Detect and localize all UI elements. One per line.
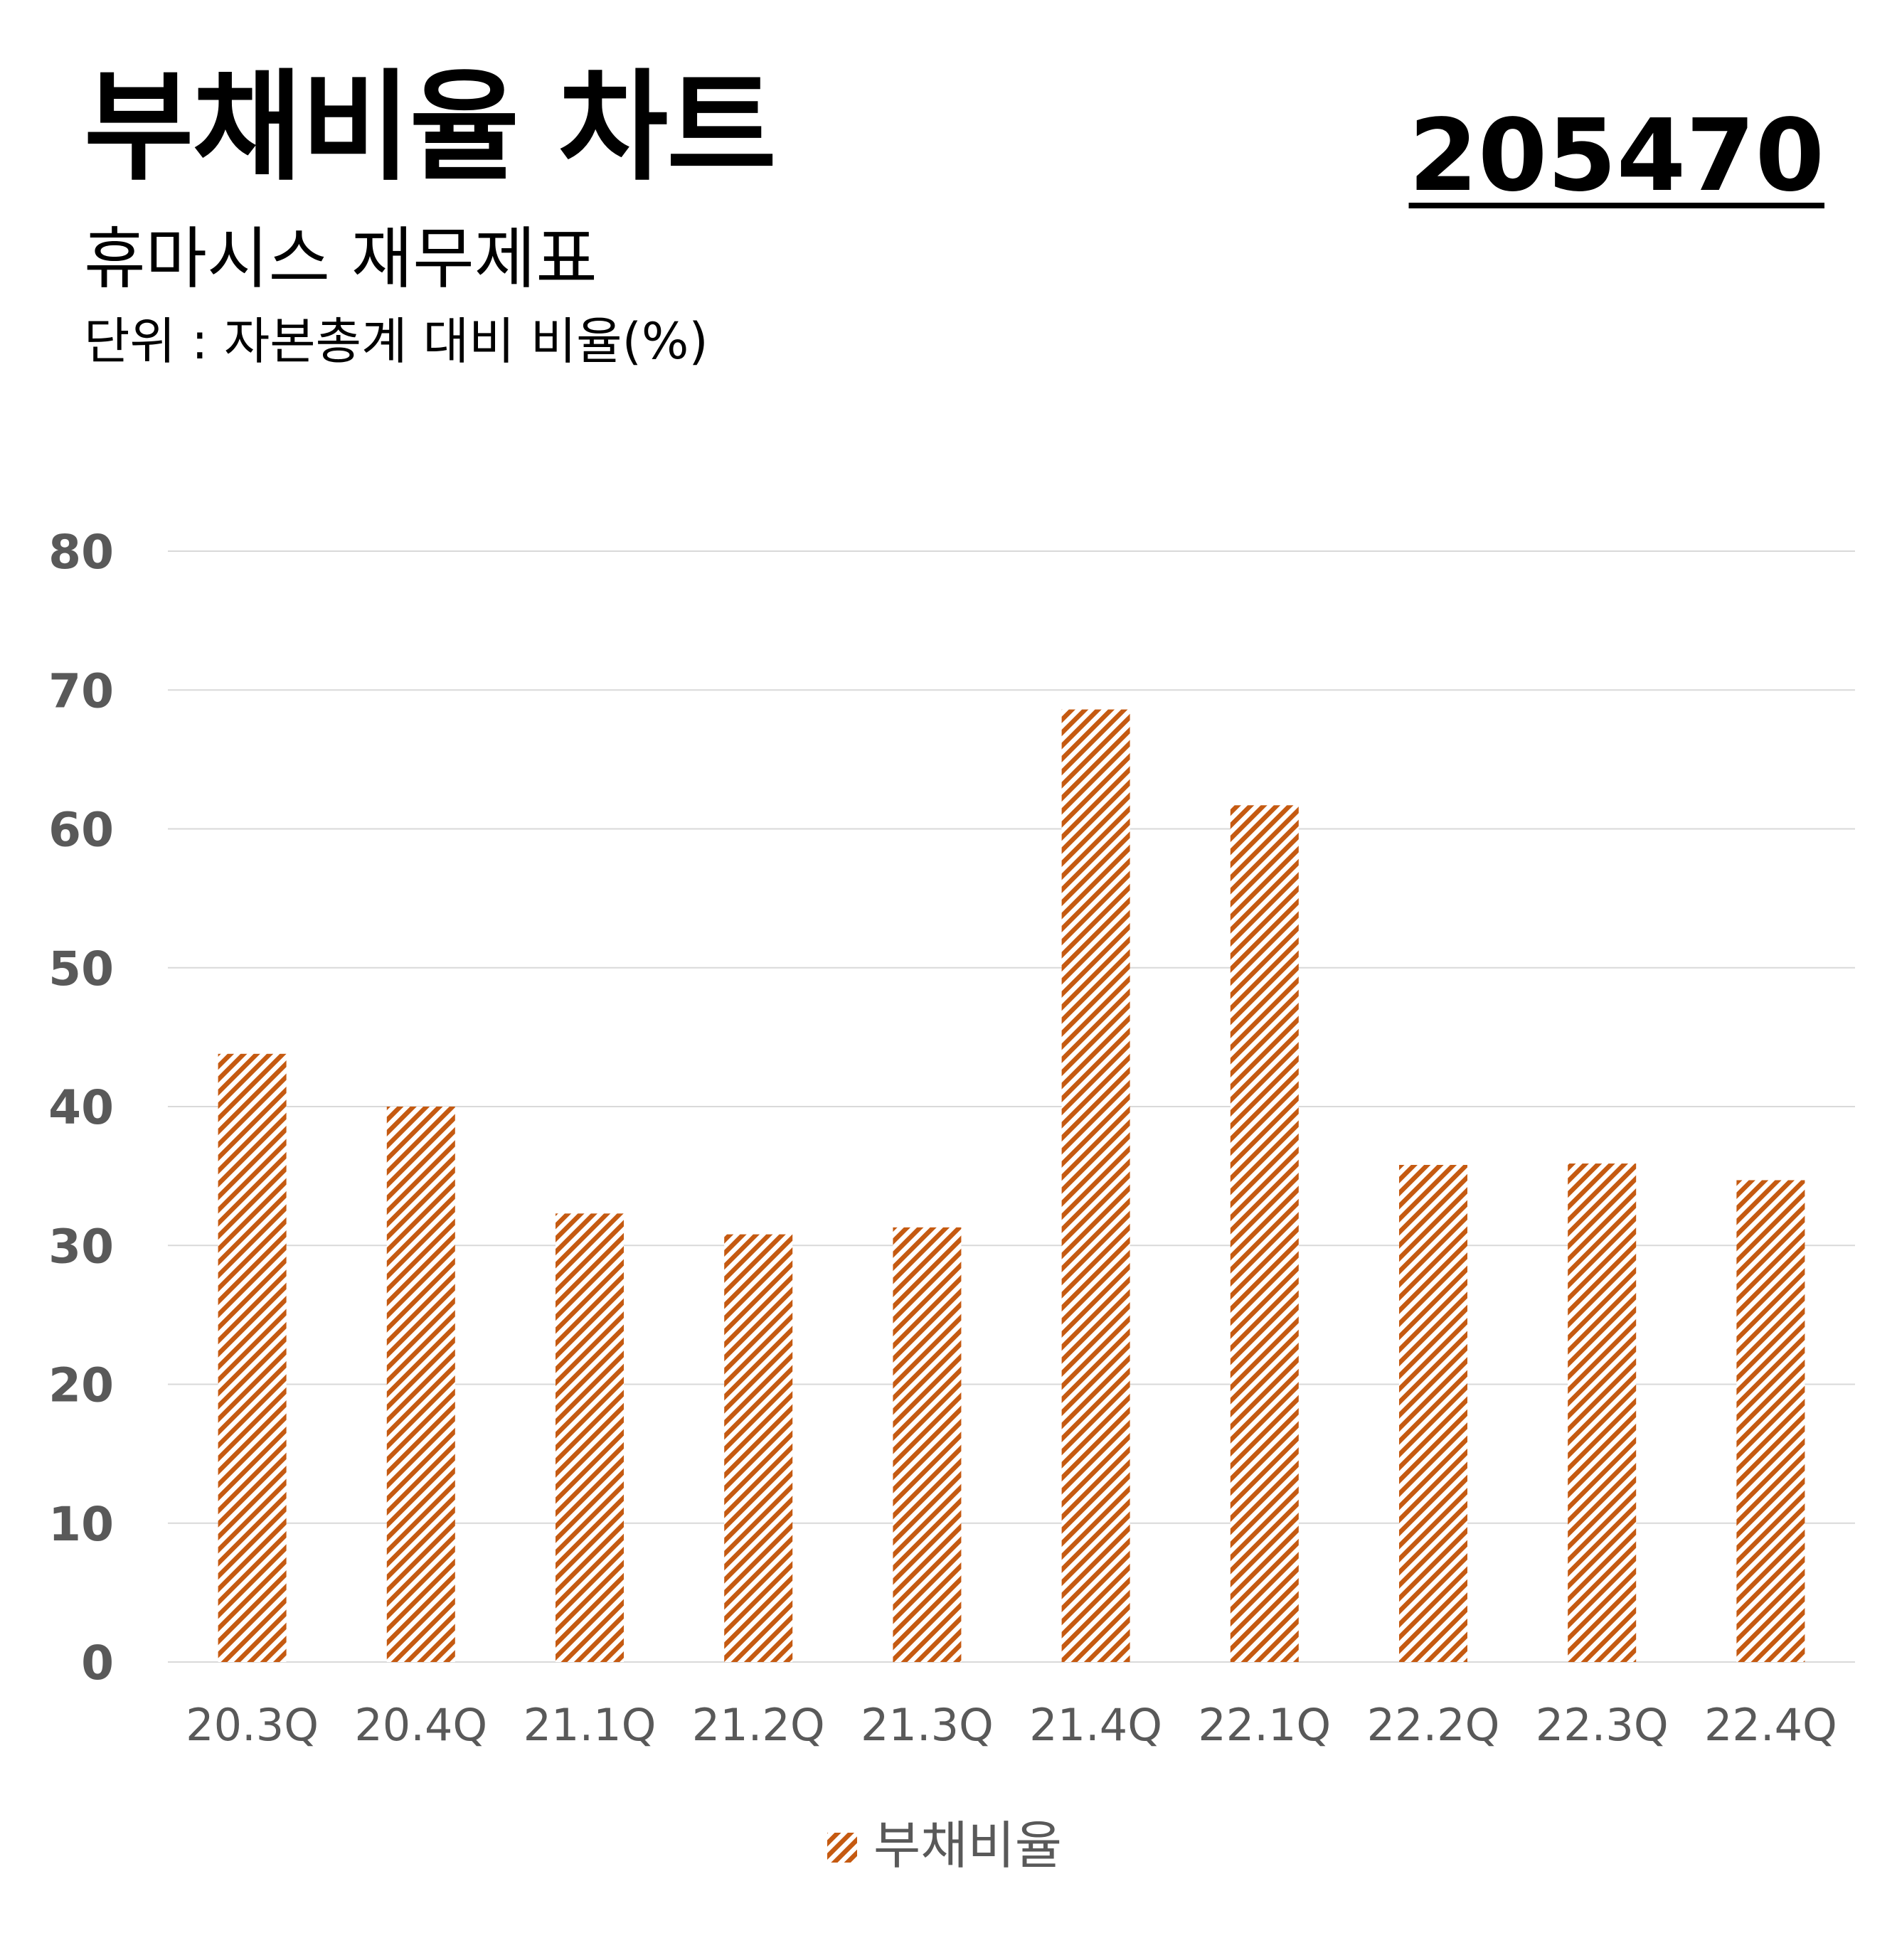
bar-21.1Q — [556, 1213, 624, 1662]
bar-20.3Q — [218, 1053, 287, 1662]
bar-21.4Q — [1061, 709, 1130, 1663]
y-axis-ticks: 0 10 20 30 40 50 60 70 80 — [48, 525, 114, 1690]
bar-21.3Q — [893, 1227, 962, 1662]
x-axis-ticks: 20.3Q 20.4Q 21.1Q 21.2Q 21.3Q 21.4Q 22.1Q 22.2Q… — [186, 1699, 1837, 1751]
bar-22.3Q — [1568, 1163, 1637, 1662]
stock-code: 205470 — [1408, 98, 1824, 214]
y-tick-label: 20 — [48, 1358, 114, 1413]
x-tick-label: 21.2Q — [692, 1699, 825, 1751]
unit-label: 단위 : 자본총계 대비 비율(%) — [84, 312, 708, 371]
y-tick-label: 60 — [48, 803, 114, 858]
y-tick-label: 70 — [48, 664, 114, 718]
x-tick-label: 22.3Q — [1536, 1699, 1669, 1751]
bars — [218, 709, 1805, 1663]
x-tick-label: 22.2Q — [1367, 1699, 1500, 1751]
x-tick-label: 20.4Q — [354, 1699, 487, 1751]
y-tick-label: 0 — [81, 1636, 114, 1690]
bar-22.1Q — [1230, 805, 1299, 1662]
bar-20.4Q — [386, 1107, 455, 1662]
y-tick-label: 40 — [48, 1080, 114, 1135]
y-tick-label: 80 — [48, 525, 114, 580]
y-tick-label: 10 — [48, 1497, 114, 1552]
x-tick-label: 20.3Q — [186, 1699, 319, 1751]
legend-swatch — [827, 1833, 857, 1863]
legend-label: 부채비율 — [873, 1816, 1062, 1875]
y-tick-label: 50 — [48, 942, 114, 996]
x-tick-label: 21.4Q — [1029, 1699, 1162, 1751]
bar-22.4Q — [1736, 1180, 1805, 1662]
x-tick-label: 22.1Q — [1198, 1699, 1331, 1751]
y-tick-label: 30 — [48, 1219, 114, 1274]
legend: 부채비율 — [827, 1816, 1062, 1875]
x-tick-label: 21.3Q — [861, 1699, 994, 1751]
bar-22.2Q — [1399, 1165, 1467, 1662]
chart-subtitle: 휴마시스 재무제표 — [84, 220, 597, 298]
bar-21.2Q — [724, 1234, 793, 1662]
x-tick-label: 21.1Q — [524, 1699, 657, 1751]
x-tick-label: 22.4Q — [1704, 1699, 1837, 1751]
chart-title: 부채비율 차트 — [84, 58, 777, 197]
